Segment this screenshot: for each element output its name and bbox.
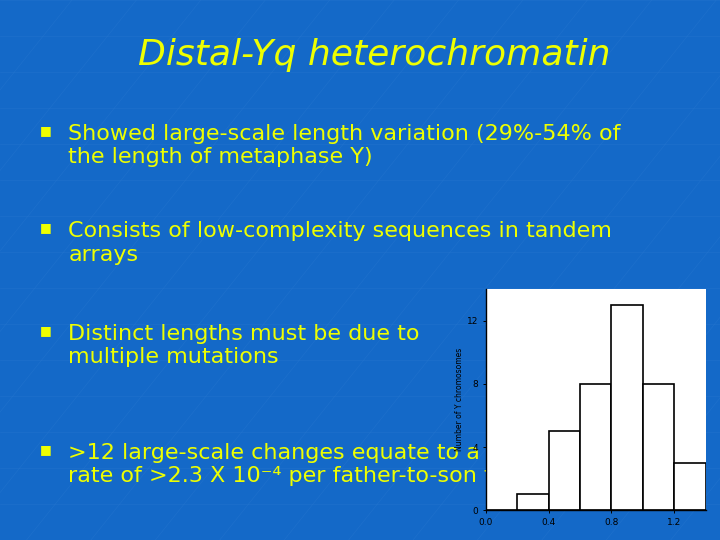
Text: ■: ■ (40, 221, 51, 234)
Text: ■: ■ (40, 443, 51, 456)
Bar (518, 495, 549, 510)
Text: ■: ■ (40, 124, 51, 137)
Bar (580, 384, 611, 510)
Bar (643, 384, 674, 510)
Bar (674, 463, 706, 510)
Text: >12 large-scale changes equate to a
rate of >2.3 X 10⁻⁴ per father-to-son t: >12 large-scale changes equate to a rate… (68, 443, 493, 486)
Text: Distal-Yq heterochromatin: Distal-Yq heterochromatin (138, 38, 611, 72)
Bar (611, 305, 643, 510)
Text: Consists of low-complexity sequences in tandem
arrays: Consists of low-complexity sequences in … (68, 221, 612, 265)
Y-axis label: Number of Y chromosomes: Number of Y chromosomes (455, 348, 464, 451)
Text: Distinct lengths must be due to
multiple mutations: Distinct lengths must be due to multiple… (68, 324, 420, 367)
Text: Showed large-scale length variation (29%-54% of
the length of metaphase Y): Showed large-scale length variation (29%… (68, 124, 621, 167)
Text: ■: ■ (40, 324, 51, 337)
Bar (549, 431, 580, 510)
